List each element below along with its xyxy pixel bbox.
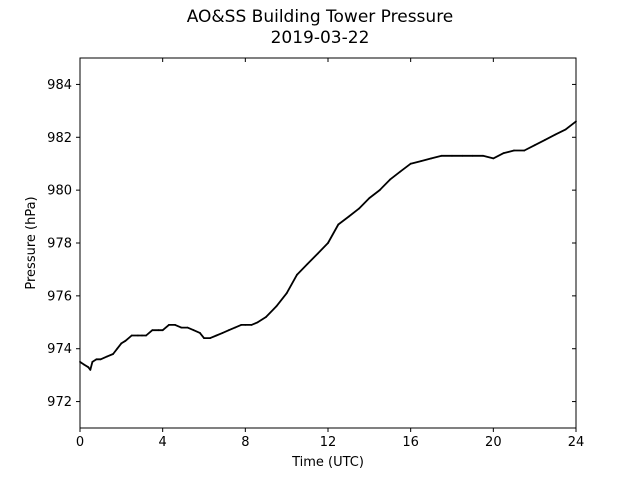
data-point	[227, 329, 230, 332]
data-point	[285, 292, 288, 295]
data-point	[492, 157, 495, 160]
chart-title: AO&SS Building Tower Pressure	[186, 7, 454, 27]
data-point	[544, 139, 546, 141]
data-point	[157, 329, 160, 332]
data-point	[120, 342, 123, 345]
data-point	[203, 337, 205, 339]
data-point	[533, 144, 536, 147]
x-tick-label: 16	[402, 435, 419, 450]
data-point	[378, 189, 381, 192]
data-point	[513, 149, 515, 152]
data-point	[240, 324, 243, 326]
data-point	[83, 363, 85, 366]
data-point	[306, 263, 309, 265]
y-tick-label: 980	[47, 184, 72, 199]
data-point	[471, 154, 474, 157]
data-point	[174, 324, 177, 326]
data-point	[95, 358, 98, 361]
data-point	[327, 242, 329, 244]
data-point	[482, 154, 484, 157]
plot-frame	[79, 57, 577, 429]
data-point	[337, 223, 340, 226]
data-point	[112, 353, 114, 355]
data-point	[106, 355, 108, 358]
data-point	[168, 324, 170, 326]
data-point	[250, 324, 253, 326]
data-point	[265, 316, 267, 318]
data-point	[564, 128, 567, 131]
data-point	[199, 332, 201, 334]
y-tick-label: 984	[47, 78, 72, 93]
data-point	[116, 347, 119, 350]
data-point	[296, 273, 298, 276]
data-point	[130, 334, 133, 337]
x-tick-label: 8	[241, 435, 249, 450]
x-tick-label: 20	[485, 435, 502, 450]
x-tick-label: 0	[76, 435, 84, 450]
data-point	[347, 215, 350, 218]
data-point	[186, 326, 189, 329]
data-point	[256, 321, 259, 324]
data-point	[244, 324, 247, 326]
data-point	[89, 369, 92, 371]
data-point	[358, 207, 360, 210]
x-axis-label: Time (UTC)	[291, 455, 364, 470]
y-tick-label: 982	[47, 131, 72, 146]
data-point	[451, 154, 453, 157]
data-point	[221, 332, 224, 334]
data-point	[275, 305, 278, 308]
data-point	[137, 334, 139, 337]
data-point	[91, 361, 94, 363]
data-point	[234, 326, 236, 329]
data-point	[554, 133, 557, 136]
ticks-layer: 0 4 8 12 16 20 24 972 974 976 978 980 982 984	[47, 58, 584, 450]
data-point	[399, 170, 402, 173]
chart-subtitle: 2019-03-22	[270, 28, 370, 48]
y-tick-label: 978	[47, 237, 72, 252]
data-point	[87, 366, 90, 369]
data-point	[145, 334, 148, 337]
y-axis-label: Pressure (hPa)	[24, 196, 39, 289]
x-tick-label: 4	[159, 435, 167, 450]
data-point	[430, 157, 433, 160]
x-tick-label: 12	[320, 435, 337, 450]
data-point	[409, 162, 412, 165]
data-point	[151, 329, 154, 332]
y-tick-label: 974	[47, 342, 72, 357]
data-point	[141, 334, 143, 337]
data-point	[389, 178, 391, 181]
data-point	[99, 358, 102, 361]
data-point	[161, 329, 164, 332]
data-point	[316, 252, 319, 255]
data-point	[180, 326, 183, 329]
data-point	[420, 160, 422, 163]
data-point	[215, 334, 218, 337]
data-point	[124, 339, 127, 342]
x-tick-label: 24	[568, 435, 585, 450]
data-point	[192, 329, 195, 332]
line-layer	[79, 120, 577, 371]
data-point	[523, 149, 526, 152]
data-point	[209, 337, 212, 339]
data-point	[502, 152, 505, 155]
y-tick-label: 976	[47, 289, 72, 304]
data-point	[461, 154, 464, 157]
data-point	[440, 154, 443, 157]
data-point	[368, 197, 371, 200]
y-tick-label: 972	[47, 395, 72, 410]
